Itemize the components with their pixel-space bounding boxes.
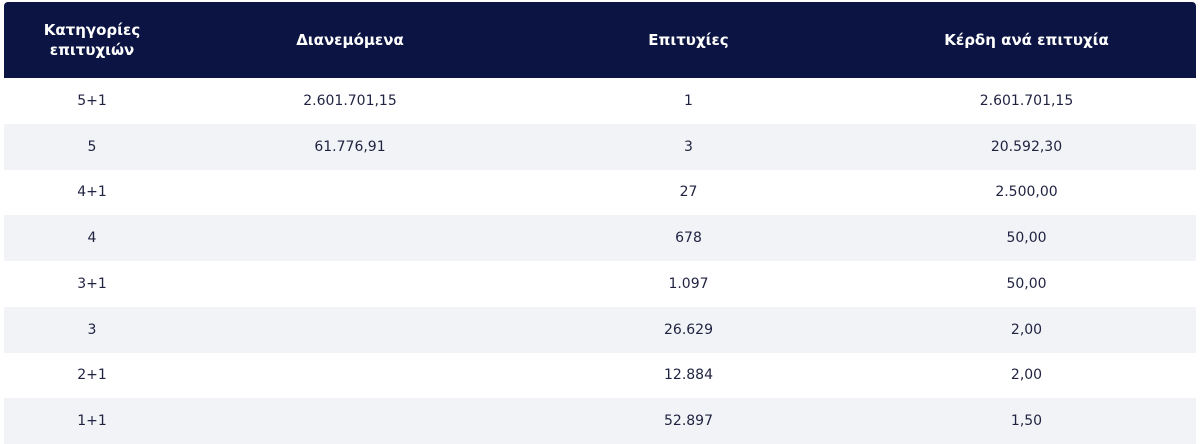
prize-cell: 2.601.701,15	[979, 92, 1074, 109]
prize-cell: 20.592,30	[990, 138, 1063, 155]
distributed-cell	[180, 398, 520, 444]
winners-cell: 52.897	[664, 413, 713, 430]
table-row: 3 26.629 2,00	[4, 306, 1196, 353]
category-cell: 5+1	[77, 92, 107, 109]
table-row: 2+1 12.884 2,00	[4, 352, 1196, 399]
prize-cell: 1,50	[1010, 413, 1043, 430]
table-header: Κατηγορίες επιτυχιών Διανεμόμενα Επιτυχί…	[4, 2, 1196, 78]
category-cell: 1+1	[77, 413, 107, 430]
winners-cell: 12.884	[664, 367, 713, 384]
distributed-cell: 61.776,91	[314, 138, 386, 155]
category-cell: 4+1	[77, 184, 107, 201]
distributed-cell	[180, 215, 520, 261]
table-row: 4 678 50,00	[4, 215, 1196, 261]
table-row: 5+1 2.601.701,15 1 2.601.701,15	[4, 78, 1196, 124]
distributed-cell	[180, 170, 520, 216]
table-body: 5+1 2.601.701,15 1 2.601.701,15 5 61.776…	[4, 78, 1196, 444]
prize-categories-table: Κατηγορίες επιτυχιών Διανεμόμενα Επιτυχί…	[4, 2, 1196, 444]
distributed-cell	[180, 353, 520, 399]
prize-cell: 50,00	[1006, 275, 1047, 292]
header-categories: Κατηγορίες επιτυχιών	[43, 21, 141, 59]
distributed-cell	[180, 307, 520, 353]
winners-cell: 1.097	[668, 275, 709, 292]
prize-cell: 50,00	[1006, 230, 1047, 247]
category-cell: 3+1	[77, 275, 107, 292]
table-row: 4+1 27 2.500,00	[4, 169, 1196, 216]
prize-cell: 2,00	[1010, 367, 1043, 384]
table-row: 3+1 1.097 50,00	[4, 261, 1196, 307]
winners-cell: 3	[684, 138, 693, 155]
winners-cell: 26.629	[664, 321, 713, 338]
distributed-cell: 2.601.701,15	[303, 92, 397, 109]
header-row: Κατηγορίες επιτυχιών Διανεμόμενα Επιτυχί…	[4, 2, 1196, 78]
winners-cell: 1	[684, 92, 693, 109]
header-prize-per-winner: Κέρδη ανά επιτυχία	[944, 31, 1109, 49]
winners-cell: 678	[675, 230, 702, 247]
category-cell: 4	[87, 230, 97, 247]
distributed-cell	[180, 261, 520, 307]
table-row: 1+1 52.897 1,50	[4, 398, 1196, 444]
header-winners: Επιτυχίες	[648, 31, 729, 49]
winners-cell: 27	[679, 184, 698, 201]
prize-cell: 2.500,00	[995, 184, 1058, 201]
prize-cell: 2,00	[1010, 321, 1043, 338]
category-cell: 3	[87, 321, 97, 338]
results-table-container: Κατηγορίες επιτυχιών Διανεμόμενα Επιτυχί…	[4, 2, 1196, 444]
header-distributed: Διανεμόμενα	[296, 31, 404, 49]
category-cell: 5	[87, 138, 97, 155]
table-row: 5 61.776,91 3 20.592,30	[4, 123, 1196, 170]
category-cell: 2+1	[77, 367, 107, 384]
